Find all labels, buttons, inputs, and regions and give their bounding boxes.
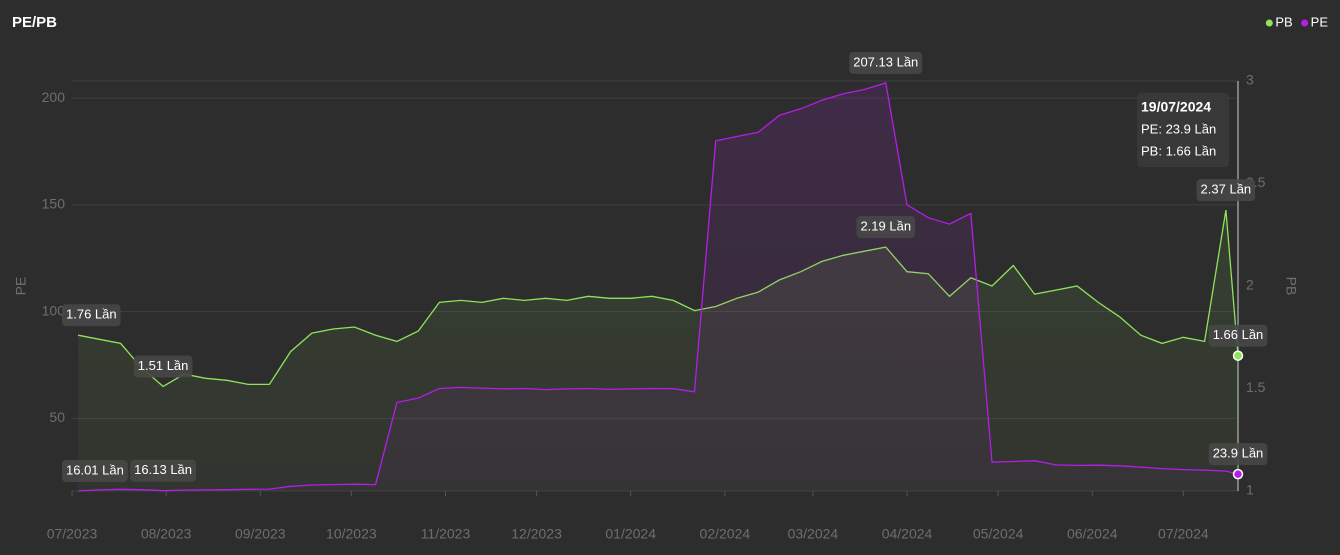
x-tick-label: 05/2024	[973, 526, 1024, 542]
legend-label: PE	[1311, 14, 1329, 29]
x-tick-label: 04/2024	[882, 526, 933, 542]
y2-axis-label: PB	[1283, 277, 1299, 296]
x-tick-label: 07/2023	[47, 526, 98, 542]
value-label-box	[62, 304, 121, 327]
value-label: 2.37 Lần	[1196, 179, 1256, 202]
y-tick-label: 200	[42, 89, 66, 105]
value-label: 207.13 Lần	[849, 51, 923, 74]
x-tick-label: 07/2024	[1158, 526, 1209, 542]
tooltip-box	[1137, 93, 1229, 167]
y-tick-label: 100	[42, 302, 66, 318]
x-tick-label: 09/2023	[235, 526, 286, 542]
value-label-text: 23.9 Lần	[1213, 446, 1264, 461]
legend-marker	[1301, 19, 1309, 27]
value-label-box	[1196, 179, 1256, 202]
y2-tick-label: 1	[1246, 482, 1254, 498]
y2-tick-label: 1.5	[1246, 379, 1266, 395]
value-label-box	[1208, 443, 1268, 466]
value-label-text: 2.37 Lần	[1201, 182, 1252, 197]
line	[77, 209, 1239, 388]
value-label-box	[62, 459, 128, 482]
tooltip-line: PE: 23.9 Lần	[1141, 121, 1216, 136]
tooltip-line: PB: 1.66 Lần	[1141, 143, 1216, 158]
value-label: 1.51 Lần	[133, 355, 193, 378]
value-label-text: 1.51 Lần	[138, 358, 189, 373]
value-label: 1.76 Lần	[62, 304, 121, 327]
value-label-text: 16.01 Lần	[66, 462, 124, 477]
y-tick-label: 150	[42, 196, 66, 212]
value-label-box	[856, 216, 916, 239]
x-tick-label: 08/2023	[141, 526, 192, 542]
x-tick-label: 11/2023	[421, 526, 471, 542]
value-label-text: 1.76 Lần	[66, 307, 117, 322]
y2-tick-label: 3	[1246, 72, 1254, 88]
end-point	[1232, 468, 1244, 480]
x-tick-label: 06/2024	[1067, 526, 1118, 542]
area	[78, 82, 1239, 492]
value-label-box	[849, 51, 923, 74]
value-label: 2.19 Lần	[856, 216, 916, 239]
tooltip: 19/07/2024 PE: 23.9 Lần PB: 1.66 Lần	[1137, 93, 1229, 167]
x-tick-label: 02/2024	[700, 526, 751, 542]
line	[78, 82, 1239, 492]
value-label: 1.66 Lần	[1208, 324, 1268, 347]
value-label-text: 2.19 Lần	[860, 218, 911, 233]
tooltip-title: 19/07/2024	[1141, 99, 1211, 115]
legend-marker	[1265, 19, 1273, 27]
value-label: 23.9 Lần	[1208, 443, 1268, 466]
y2-tick-label: 2	[1246, 277, 1254, 293]
value-label-text: 1.66 Lần	[1213, 327, 1264, 342]
x-tick-label: 03/2024	[788, 526, 839, 542]
x-tick-label: 12/2023	[511, 526, 562, 542]
value-label-text: 207.13 Lần	[853, 54, 918, 69]
value-label-text: 16.13 Lần	[134, 462, 192, 477]
value-label-box	[130, 459, 197, 482]
value-label: 16.13 Lần	[130, 459, 197, 482]
y-tick-label: 50	[49, 409, 65, 425]
legend-label: PB	[1275, 14, 1292, 29]
end-point	[1232, 350, 1244, 361]
x-tick-label: 10/2023	[326, 526, 377, 542]
value-label: 16.01 Lần	[62, 459, 128, 482]
y-axis-label: PE	[13, 277, 29, 296]
x-tick-label: 01/2024	[605, 526, 656, 542]
chart-title: PE/PB	[12, 14, 57, 31]
value-label-box	[133, 355, 193, 378]
value-label-box	[1208, 324, 1268, 347]
